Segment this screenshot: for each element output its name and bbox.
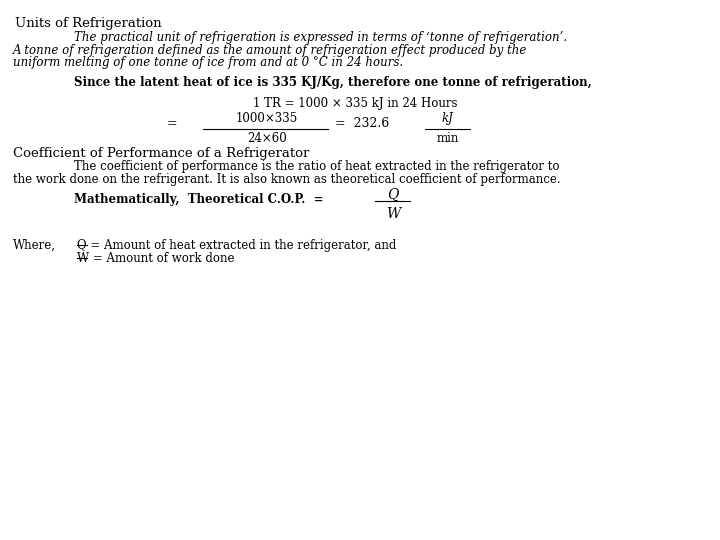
Text: Since the latent heat of ice is 335 KJ/Kg, therefore one tonne of refrigeration,: Since the latent heat of ice is 335 KJ/K… [73,76,591,89]
Text: the work done on the refrigerant. It is also known as theoretical coefficient of: the work done on the refrigerant. It is … [13,173,560,186]
Text: Units of Refrigeration: Units of Refrigeration [15,17,162,30]
Text: A tonne of refrigeration defined as the amount of refrigeration effect produced : A tonne of refrigeration defined as the … [13,44,527,57]
Text: min: min [436,132,459,145]
Text: W = Amount of work done: W = Amount of work done [77,252,235,265]
Text: Mathematically,  Theoretical C.O.P.  =: Mathematically, Theoretical C.O.P. = [73,193,323,206]
Text: Q = Amount of heat extracted in the refrigerator, and: Q = Amount of heat extracted in the refr… [77,239,397,252]
Text: =  232.6: = 232.6 [336,117,390,130]
Text: kJ: kJ [442,112,454,125]
Text: 1000×335: 1000×335 [235,112,298,125]
Text: The coefficient of performance is the ratio of heat extracted in the refrigerato: The coefficient of performance is the ra… [73,160,559,173]
Text: 24×60: 24×60 [247,132,287,145]
Text: The practical unit of refrigeration is expressed in terms of ‘tonne of refrigera: The practical unit of refrigeration is e… [73,31,567,44]
Text: W: W [386,207,400,221]
Text: uniform melting of one tonne of ice from and at 0 °C in 24 hours.: uniform melting of one tonne of ice from… [13,56,402,69]
Text: Q: Q [387,188,399,202]
Text: 1 TR = 1000 × 335 kJ in 24 Hours: 1 TR = 1000 × 335 kJ in 24 Hours [253,97,457,110]
Text: =: = [167,117,178,130]
Text: Where,: Where, [13,239,55,252]
Text: Coefficient of Performance of a Refrigerator: Coefficient of Performance of a Refriger… [13,147,309,160]
